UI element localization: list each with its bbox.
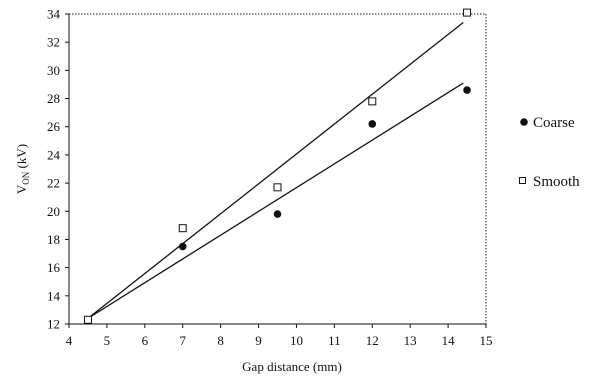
x-axis-ticks: 4 5 6 7 8 9 10 11 12 13 14 15 <box>66 324 493 348</box>
x-tick-label: 7 <box>179 333 186 348</box>
x-tick-label: 11 <box>328 333 341 348</box>
legend-label-coarse: Coarse <box>533 115 575 131</box>
x-tick-label: 12 <box>366 333 379 348</box>
data-points <box>83 8 472 324</box>
x-tick-label: 14 <box>442 333 456 348</box>
point-coarse <box>178 242 187 251</box>
x-tick-label: 9 <box>255 333 262 348</box>
y-axis-ticks: 12 14 16 18 20 22 24 26 28 30 32 34 <box>47 7 69 332</box>
y-tick-label: 32 <box>47 35 60 50</box>
y-axis-title-sub: ON <box>21 171 31 184</box>
y-tick-label: 16 <box>47 260 61 275</box>
y-tick-label: 26 <box>47 119 61 134</box>
fit-line-coarse <box>87 82 464 319</box>
point-smooth <box>83 315 92 324</box>
fit-line-smooth <box>87 21 464 319</box>
y-axis-title-main: V <box>14 184 29 194</box>
y-tick-label: 34 <box>47 7 61 22</box>
y-tick-label: 20 <box>47 204 60 219</box>
legend-marker-coarse <box>520 118 528 126</box>
x-tick-label: 4 <box>66 333 73 348</box>
point-smooth <box>368 97 377 106</box>
y-tick-label: 18 <box>47 232 60 247</box>
legend-marker-smooth <box>519 177 526 184</box>
x-tick-label: 15 <box>480 333 493 348</box>
y-axis-title-unit: (kV) <box>14 144 29 172</box>
fit-lines <box>87 21 464 319</box>
y-axis-title: VON (kV) <box>14 144 31 194</box>
point-coarse <box>368 120 377 128</box>
y-tick-label: 24 <box>47 147 61 162</box>
x-tick-label: 6 <box>142 333 149 348</box>
y-tick-label: 14 <box>47 288 61 303</box>
y-tick-label: 28 <box>47 91 60 106</box>
legend-label-smooth: Smooth <box>533 174 580 190</box>
point-smooth <box>178 224 187 233</box>
point-smooth <box>273 183 282 192</box>
y-tick-label: 30 <box>47 63 60 78</box>
point-coarse <box>273 210 282 218</box>
y-tick-label: 22 <box>47 176 60 191</box>
x-tick-label: 8 <box>217 333 224 348</box>
legend: Coarse Smooth <box>519 115 580 190</box>
x-axis-title: Gap distance (mm) <box>242 359 342 374</box>
x-tick-label: 10 <box>290 333 303 348</box>
x-tick-label: 13 <box>404 333 417 348</box>
point-coarse <box>463 86 471 94</box>
point-smooth <box>463 8 472 17</box>
y-tick-label: 12 <box>47 317 60 332</box>
x-tick-label: 5 <box>104 333 111 348</box>
